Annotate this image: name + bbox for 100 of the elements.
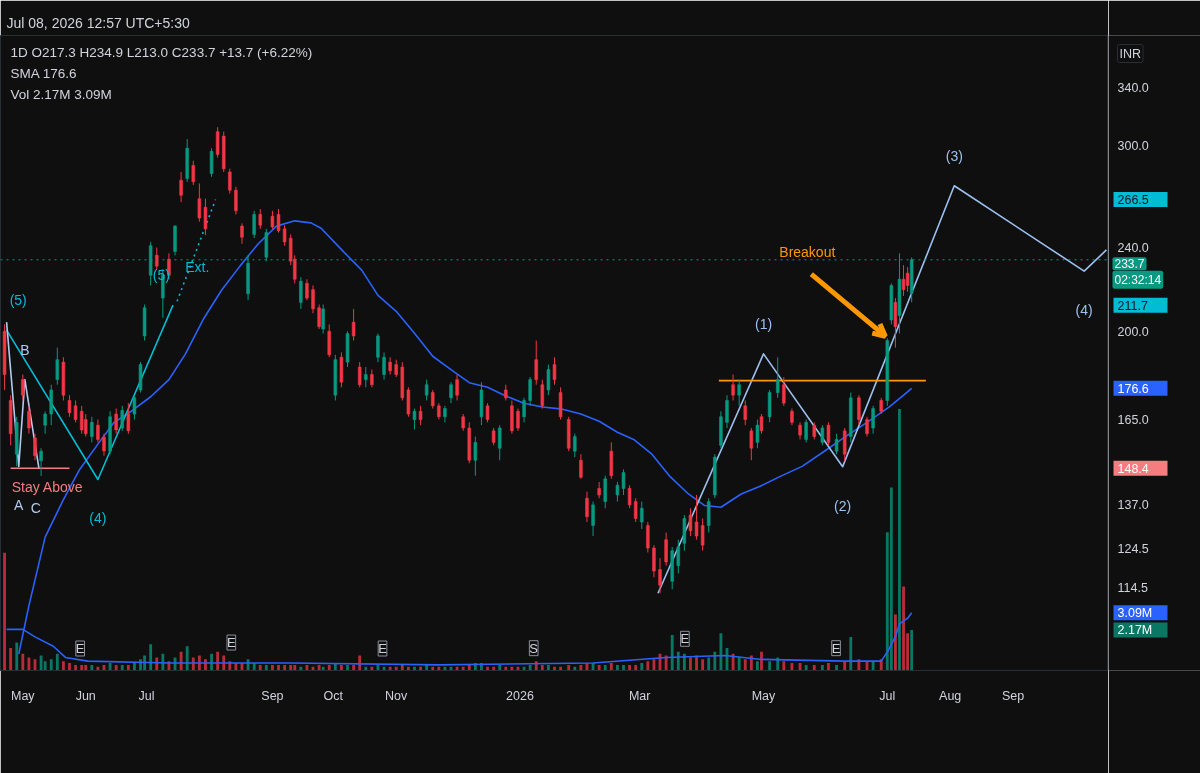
candlestick (317, 304, 321, 330)
candlestick (67, 394, 72, 418)
y-tick-label: 340.0 (1117, 81, 1149, 96)
text: Jul 08, 2026 12:57 UTC+5:30 (6, 14, 191, 31)
candlestick (21, 374, 25, 401)
x-tick-label: Jun (75, 688, 96, 703)
candlestick (55, 347, 60, 386)
candlestick (203, 198, 208, 236)
y2-tick-label: 3.09M (1117, 605, 1153, 620)
candlestick (455, 374, 459, 401)
candlestick (209, 147, 214, 178)
candlestick (552, 356, 557, 386)
candlestick (573, 433, 577, 458)
ref-line-label: 233.7 02:32:14 (1114, 257, 1162, 287)
x-tick-label: Mar (628, 688, 651, 703)
candlestick (755, 419, 760, 449)
y-tick-label: 148.4 (1117, 461, 1149, 476)
candlestick (857, 394, 861, 426)
candlestick (820, 424, 825, 446)
candlestick (357, 361, 362, 388)
annotation: E (378, 641, 388, 656)
candlestick (132, 394, 137, 421)
annotation: Ext. (185, 258, 210, 275)
candlestick (382, 351, 386, 381)
y-tick-label: 176.6 (1117, 381, 1149, 396)
candlestick (707, 497, 711, 534)
candlestick (497, 424, 502, 461)
candlestick (591, 501, 595, 537)
annotation: S (529, 640, 539, 656)
candlestick (364, 366, 368, 388)
y-tick-label: 137.0 (1117, 498, 1149, 513)
x-tick-label: Nov (385, 688, 409, 703)
x-tick-label: Oct (323, 688, 344, 703)
y-tick-label: 114.5 (1117, 580, 1148, 595)
y-tick-label: 211.7 (1117, 298, 1148, 313)
candlestick (522, 397, 526, 423)
line-series (5, 321, 40, 470)
y2-tick-label: 2.17M (1117, 622, 1153, 637)
candlestick (834, 433, 839, 455)
annotation: (2) (834, 497, 852, 514)
y-tick-label: 200.0 (1117, 324, 1149, 339)
candlestick (528, 376, 532, 407)
candlestick (276, 208, 281, 234)
x-tick-label: May (11, 688, 36, 703)
annotation: E (680, 631, 690, 647)
annotation: (3) (945, 147, 963, 164)
candlestick (865, 416, 869, 438)
annotation: C (30, 500, 41, 517)
candlestick (327, 323, 331, 358)
candlestick (804, 419, 808, 443)
x-tick-label: Sep (261, 688, 284, 703)
candlestick (842, 427, 847, 462)
candlestick (388, 356, 392, 376)
candlestick (905, 266, 910, 293)
y-axis-title: INR (1119, 46, 1142, 61)
annotation: (5) (9, 292, 27, 309)
x-tick-label: 2026 (506, 688, 534, 703)
candlestick (776, 356, 780, 399)
candlestick (126, 402, 131, 435)
candlestick (516, 408, 520, 432)
candlestick (871, 405, 875, 435)
candlestick (725, 394, 729, 429)
candlestick (652, 544, 656, 578)
candlestick (826, 421, 831, 446)
annotation: E (831, 640, 841, 656)
candlestick (102, 433, 106, 457)
candlestick (155, 247, 159, 270)
x-tick-label: Jul (879, 688, 896, 703)
candlestick (299, 276, 303, 310)
x-tick-label: Sep (1002, 688, 1025, 703)
candlestick (759, 413, 764, 435)
candlestick (179, 171, 183, 203)
candlestick (228, 168, 232, 195)
candlestick (621, 468, 626, 496)
annotation: (4) (1075, 302, 1093, 319)
annotation: B (20, 341, 30, 358)
y-tick-label: 266.5 (1117, 193, 1149, 208)
candlestick (676, 539, 681, 574)
annotation: (1) (754, 315, 773, 332)
candlestick (540, 379, 545, 410)
candlestick (424, 379, 429, 401)
candlestick (120, 405, 124, 432)
candlestick (79, 405, 84, 435)
candlestick (473, 436, 478, 477)
candlestick (43, 410, 47, 435)
candlestick (640, 501, 644, 530)
candlestick (546, 364, 551, 396)
candlestick (240, 222, 244, 245)
candlestick (96, 419, 100, 443)
text: 1D O217.3 H234.9 L213.0 C233.7 +13.7 (+6.22%) (10, 45, 313, 60)
candlestick (282, 224, 287, 247)
x-tick-label: May (751, 688, 777, 703)
candlestick (585, 491, 589, 523)
candlestick (39, 447, 43, 477)
candlestick (700, 517, 705, 552)
candlestick (258, 208, 262, 230)
candlestick (534, 340, 538, 386)
candlestick (305, 278, 309, 301)
y-tick-label: 240.0 (1117, 241, 1149, 256)
candlestick (418, 405, 423, 426)
